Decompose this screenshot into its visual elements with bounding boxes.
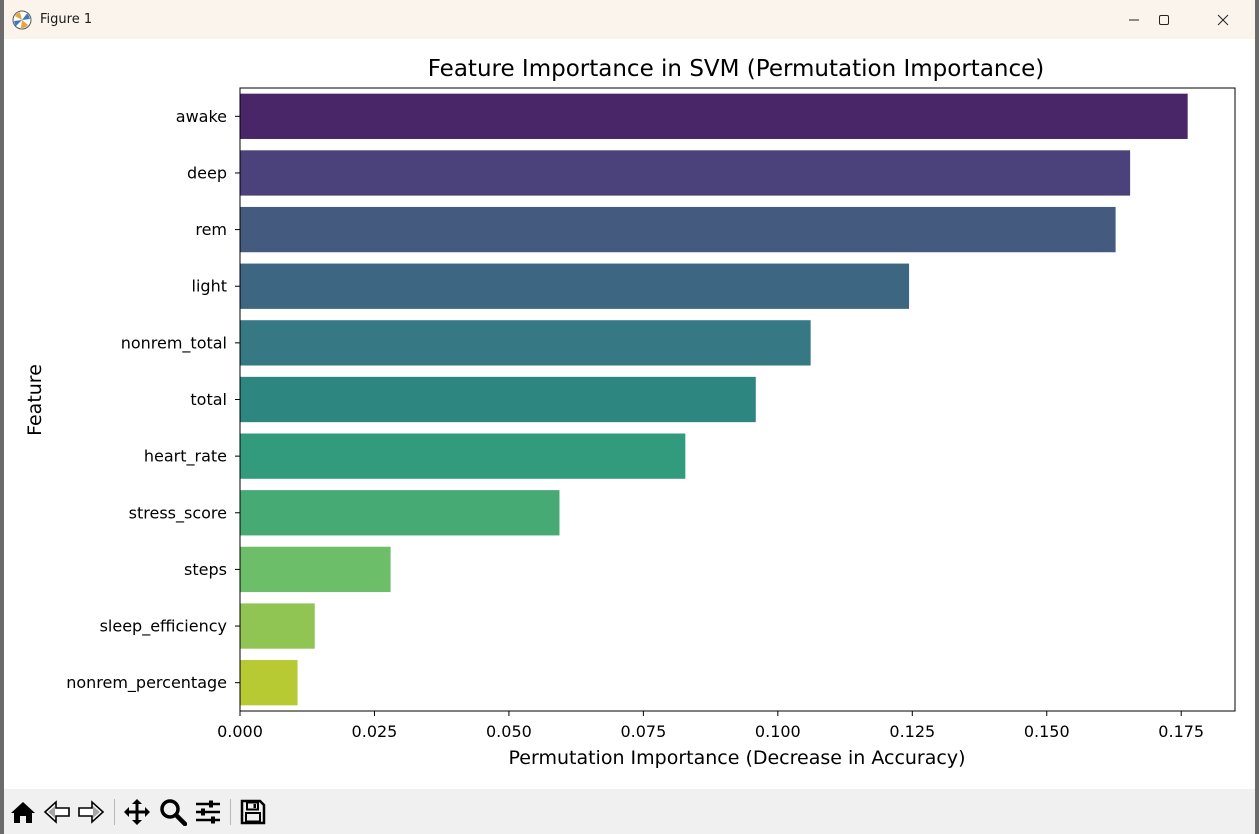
back-button[interactable] — [40, 797, 74, 827]
figure-window: Figure 1 Feature Importance in SVM (Perm… — [4, 0, 1255, 834]
bar-rem — [240, 206, 1116, 253]
configure-subplots-icon — [196, 800, 220, 824]
bar-stress_score — [240, 490, 560, 536]
y-axis-label: Feature — [24, 364, 46, 436]
forward-arrow-icon — [78, 800, 105, 824]
axes-frame — [239, 87, 1236, 712]
window-title: Figure 1 — [40, 12, 93, 27]
y-tick-label: total — [190, 390, 227, 409]
zoom-button[interactable] — [156, 797, 190, 827]
x-tick-label: 0.025 — [352, 722, 398, 741]
y-tick-label: deep — [187, 163, 227, 182]
bar-steps — [240, 546, 391, 593]
x-tick-label: 0.125 — [889, 722, 935, 741]
y-tick-label: light — [192, 277, 227, 296]
y-tick-label: steps — [184, 560, 227, 579]
y-tick-label: heart_rate — [144, 447, 227, 467]
navigation-toolbar — [4, 789, 1255, 834]
save-button[interactable] — [236, 797, 270, 827]
y-tick-label: nonrem_total — [121, 333, 227, 353]
chart-title: Feature Importance in SVM (Permutation I… — [428, 56, 1045, 82]
plot-canvas[interactable]: Feature Importance in SVM (Permutation I… — [4, 39, 1255, 789]
pan-icon — [124, 799, 150, 825]
zoom-icon — [160, 799, 187, 826]
x-tick-label: 0.075 — [620, 722, 666, 741]
minimize-button[interactable] — [1105, 0, 1163, 39]
y-tick-label: nonrem_percentage — [66, 673, 227, 693]
close-button[interactable] — [1194, 0, 1252, 39]
x-tick-label: 0.000 — [217, 722, 263, 741]
maximize-button[interactable] — [1135, 0, 1193, 39]
x-tick-label: 0.150 — [1024, 722, 1070, 741]
home-icon — [11, 802, 35, 823]
title-bar[interactable]: Figure 1 — [4, 0, 1255, 39]
close-icon — [1217, 14, 1229, 25]
bar-awake — [240, 93, 1188, 139]
bar-light — [240, 263, 910, 309]
matplotlib-app-icon — [12, 10, 32, 30]
bar-deep — [240, 150, 1131, 196]
toolbar-separator — [230, 799, 231, 825]
y-tick-label: sleep_efficiency — [100, 617, 227, 637]
maximize-icon — [1159, 14, 1169, 25]
x-tick-label: 0.175 — [1158, 722, 1204, 741]
bar-heart_rate — [240, 433, 686, 479]
bar-total — [240, 376, 756, 423]
forward-button[interactable] — [74, 797, 108, 827]
back-arrow-icon — [43, 800, 70, 824]
bar-nonrem_percentage — [240, 660, 298, 706]
home-button[interactable] — [6, 797, 40, 827]
x-axis-ticks: 0.000 0.025 0.050 0.075 0.100 0.125 0.150 0.175 — [217, 711, 1204, 741]
configure-subplots-button[interactable] — [191, 797, 225, 827]
y-tick-label: awake — [176, 107, 227, 126]
minimize-icon — [1129, 19, 1139, 20]
y-tick-label: stress_score — [129, 503, 227, 523]
y-tick-label: rem — [195, 220, 227, 239]
x-axis-label: Permutation Importance (Decrease in Accu… — [509, 747, 966, 769]
bars-group — [240, 93, 1188, 706]
toolbar-separator — [114, 799, 115, 825]
bar-nonrem_total — [240, 320, 811, 366]
save-icon — [240, 799, 266, 825]
bar-chart: Feature Importance in SVM (Permutation I… — [24, 56, 1236, 769]
bar-sleep_efficiency — [240, 603, 315, 649]
x-tick-label: 0.050 — [486, 722, 532, 741]
x-tick-label: 0.100 — [755, 722, 801, 741]
pan-button[interactable] — [120, 797, 154, 827]
